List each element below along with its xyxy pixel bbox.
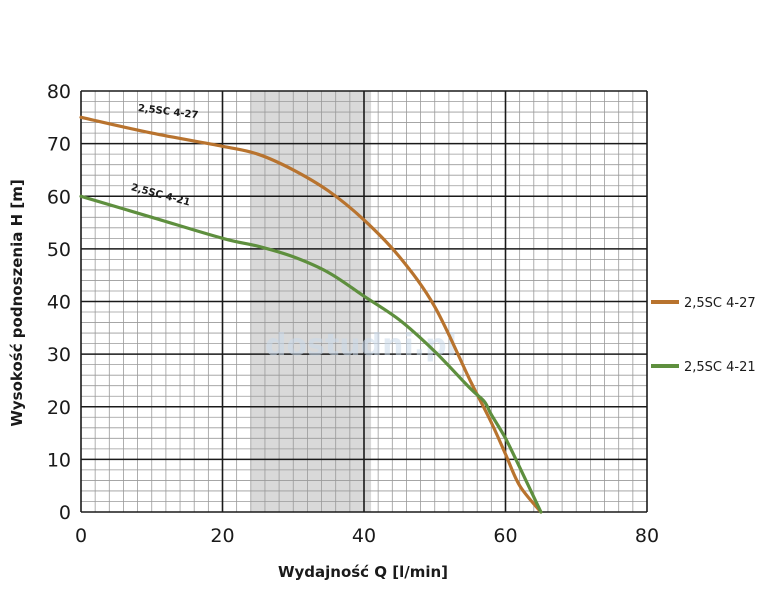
y-tick-label: 40	[47, 292, 71, 314]
y-axis-title: Wysokość podnoszenia H [m]	[8, 179, 26, 426]
y-tick-label: 70	[47, 134, 71, 156]
x-tick-label: 40	[352, 525, 376, 547]
x-tick-label: 80	[635, 525, 659, 547]
legend-label-2: 2,5SC 4-21	[684, 360, 756, 375]
legend-label-1: 2,5SC 4-27	[684, 296, 756, 311]
y-tick-label: 30	[47, 344, 71, 366]
y-tick-label: 60	[47, 186, 71, 208]
watermark-text: dostudni.pl	[265, 328, 457, 363]
x-tick-label: 0	[75, 525, 87, 547]
major-grid	[80, 90, 648, 513]
legend: 2,5SC 4-27 2,5SC 4-21	[651, 296, 756, 375]
y-tick-label: 0	[59, 502, 71, 524]
x-tick-label: 60	[493, 525, 517, 547]
series-line-2	[79, 194, 543, 514]
x-tick-label: 20	[210, 525, 234, 547]
curve-label-1: 2,5SC 4-27	[137, 103, 199, 121]
y-tick-label: 20	[47, 397, 71, 419]
y-tick-label: 50	[47, 239, 71, 261]
y-tick-label: 10	[47, 449, 71, 471]
y-tick-label: 80	[47, 81, 71, 103]
x-axis-title: Wydajność Q [l/min]	[278, 563, 448, 581]
curve-label-2: 2,5SC 4-21	[130, 182, 192, 208]
series-line-1	[79, 115, 543, 514]
